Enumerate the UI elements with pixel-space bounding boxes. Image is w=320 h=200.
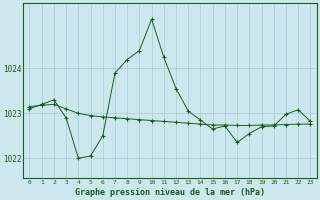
X-axis label: Graphe pression niveau de la mer (hPa): Graphe pression niveau de la mer (hPa) (75, 188, 265, 197)
